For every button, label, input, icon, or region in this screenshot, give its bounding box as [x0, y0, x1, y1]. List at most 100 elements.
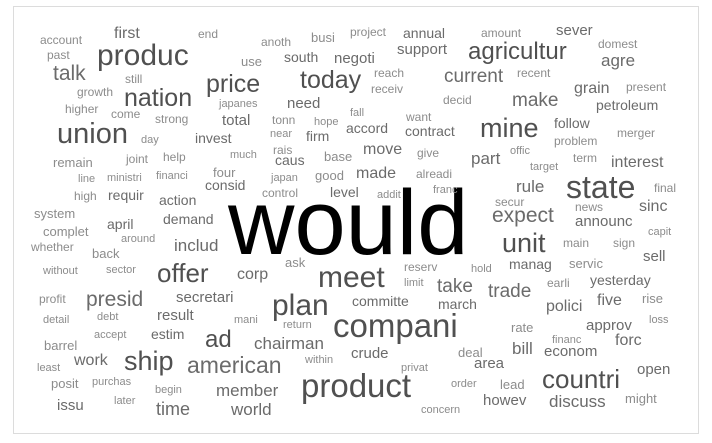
word-offer: offer	[157, 258, 209, 288]
word-rule: rule	[516, 177, 544, 196]
word-want: want	[405, 110, 432, 124]
word-addit: addit	[377, 189, 401, 201]
word-area: area	[474, 355, 505, 372]
word-growth: growth	[77, 85, 113, 99]
word-requir: requir	[108, 187, 144, 203]
word-estim: estim	[151, 326, 184, 342]
word-consid: consid	[205, 177, 245, 193]
word-howev: howev	[483, 392, 527, 409]
word-give: give	[417, 146, 439, 160]
word-posit: posit	[51, 376, 79, 391]
word-result: result	[157, 307, 195, 324]
word-back: back	[92, 246, 120, 261]
word-need: need	[287, 95, 320, 112]
word-corp: corp	[237, 266, 268, 283]
word-member: member	[216, 381, 279, 400]
word-without: without	[42, 265, 78, 277]
word-yesterday: yesterday	[590, 272, 651, 288]
word-firm: firm	[306, 128, 329, 144]
word-account: account	[40, 33, 83, 47]
word-manag: manag	[509, 256, 552, 272]
word-issu: issu	[57, 397, 84, 414]
word-mani: mani	[234, 314, 258, 326]
word-polici: polici	[546, 298, 582, 315]
word-nation: nation	[124, 84, 192, 112]
word-help: help	[163, 150, 186, 164]
word-support: support	[397, 41, 448, 58]
word-south: south	[284, 49, 318, 65]
word-rais: rais	[273, 143, 292, 157]
word-ministri: ministri	[107, 172, 142, 184]
word-reserv: reserv	[404, 260, 437, 274]
word-negoti: negoti	[334, 50, 375, 67]
word-detail: detail	[43, 314, 69, 326]
word-term: term	[573, 151, 597, 165]
word-offic: offic	[510, 145, 530, 157]
word-past: past	[47, 48, 70, 62]
word-bill: bill	[512, 339, 533, 358]
word-make: make	[512, 90, 558, 111]
word-servic: servic	[569, 256, 603, 271]
word-domest: domest	[598, 37, 638, 51]
word-would: would	[227, 172, 468, 274]
word-agre: agre	[601, 51, 635, 70]
word-secretari: secretari	[176, 289, 234, 306]
word-franc: franc	[433, 184, 458, 196]
word-amount: amount	[481, 26, 522, 40]
word-petroleum: petroleum	[596, 97, 658, 113]
word-demand: demand	[163, 211, 214, 227]
word-use: use	[241, 54, 262, 69]
word-debt: debt	[97, 311, 118, 323]
word-still: still	[125, 72, 142, 86]
word-contract: contract	[405, 123, 455, 139]
word-tonn: tonn	[272, 113, 295, 127]
word-four: four	[213, 165, 236, 180]
word-crude: crude	[351, 345, 389, 362]
word-chairman: chairman	[254, 334, 324, 353]
word-target: target	[530, 161, 558, 173]
word-busi: busi	[311, 30, 335, 45]
word-level: level	[330, 184, 359, 200]
word-caus: caus	[275, 152, 305, 168]
word-includ: includ	[174, 236, 218, 255]
word-sign: sign	[613, 236, 635, 250]
word-product: product	[301, 367, 411, 404]
word-end: end	[198, 27, 218, 41]
word-financ: financ	[552, 334, 582, 346]
word-take: take	[437, 276, 473, 297]
word-five: five	[597, 292, 622, 309]
word-agricultur: agricultur	[468, 38, 567, 65]
word-deal: deal	[458, 345, 483, 360]
word-price: price	[206, 70, 260, 98]
word-limit: limit	[404, 277, 424, 289]
word-plan: plan	[272, 289, 329, 322]
word-total: total	[222, 112, 250, 129]
word-state: state	[566, 169, 635, 205]
word-compani: compani	[333, 307, 458, 344]
word-annual: annual	[403, 25, 445, 41]
word-open: open	[637, 361, 670, 378]
word-move: move	[363, 141, 402, 158]
word-union: union	[57, 118, 128, 150]
word-barrel: barrel	[44, 338, 77, 353]
word-american: american	[187, 352, 282, 378]
word-work: work	[73, 352, 109, 369]
word-ask: ask	[285, 255, 306, 270]
word-time: time	[156, 399, 190, 419]
word-purchas: purchas	[92, 376, 132, 388]
word-discuss: discuss	[549, 392, 606, 411]
word-alreadi: alreadi	[416, 167, 452, 181]
word-expect: expect	[492, 204, 554, 227]
word-follow: follow	[554, 115, 591, 131]
word-high: high	[74, 189, 97, 203]
word-sever: sever	[556, 22, 593, 39]
word-april: april	[107, 216, 133, 232]
word-econom: econom	[544, 343, 597, 360]
word-remain: remain	[53, 155, 93, 170]
word-loss: loss	[649, 314, 669, 326]
word-grain: grain	[574, 80, 610, 97]
word-reach: reach	[374, 66, 404, 80]
word-recent: recent	[517, 66, 551, 80]
wordcloud-frame	[13, 6, 699, 434]
word-come: come	[111, 107, 141, 121]
